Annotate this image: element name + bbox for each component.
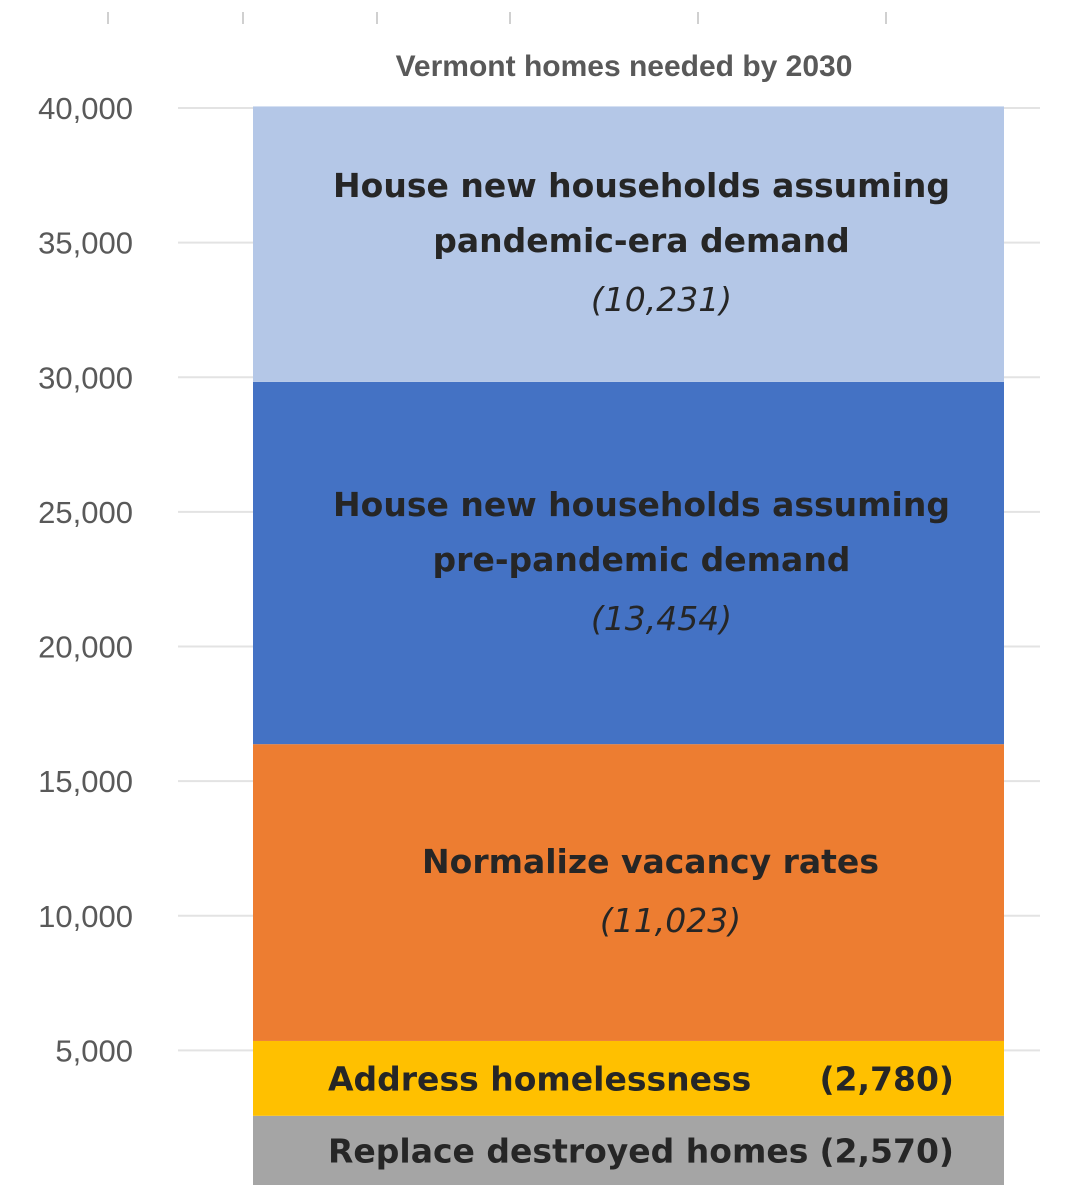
segment-label: Address homelessness: [328, 1059, 751, 1098]
bar-segments: [253, 106, 1004, 1185]
y-tick-label: 20,000: [38, 630, 133, 665]
segment-value-label: (13,454): [591, 599, 732, 638]
segment-label: Replace destroyed homes: [328, 1131, 808, 1170]
bar-segment: [253, 106, 1004, 382]
bar-segment: [253, 381, 1004, 745]
y-tick-label: 35,000: [38, 226, 133, 261]
y-tick-label: 40,000: [38, 91, 133, 126]
top-tick-marks: [107, 12, 887, 24]
segment-label: pandemic-era demand: [433, 221, 850, 260]
chart-title: Vermont homes needed by 2030: [396, 50, 853, 83]
bar-segment: [253, 1115, 1004, 1185]
bar-segment: [253, 744, 1004, 1041]
y-tick-label: 10,000: [38, 899, 133, 934]
bar-segment: [253, 1040, 1004, 1116]
segment-value-label: (10,231): [591, 280, 732, 319]
y-axis: 5,000 10,000 15,000 20,000 25,000 30,000 35,00…: [38, 91, 133, 1068]
segment-value-label: (2,570): [819, 1131, 954, 1170]
y-tick-label: 25,000: [38, 495, 133, 530]
segment-labels: Replace destroyed homes (2,570) Address ho…: [328, 166, 954, 1170]
y-tick-label: 15,000: [38, 764, 133, 799]
segment-label: House new households assuming: [333, 485, 950, 524]
segment-value-label: (11,023): [600, 901, 741, 940]
segment-value-label: (2,780): [819, 1059, 954, 1098]
segment-label: House new households assuming: [333, 166, 950, 205]
segment-label: Normalize vacancy rates: [422, 842, 879, 881]
y-tick-label: 5,000: [55, 1033, 133, 1068]
y-tick-label: 30,000: [38, 360, 133, 395]
segment-label: pre-pandemic demand: [433, 540, 851, 579]
